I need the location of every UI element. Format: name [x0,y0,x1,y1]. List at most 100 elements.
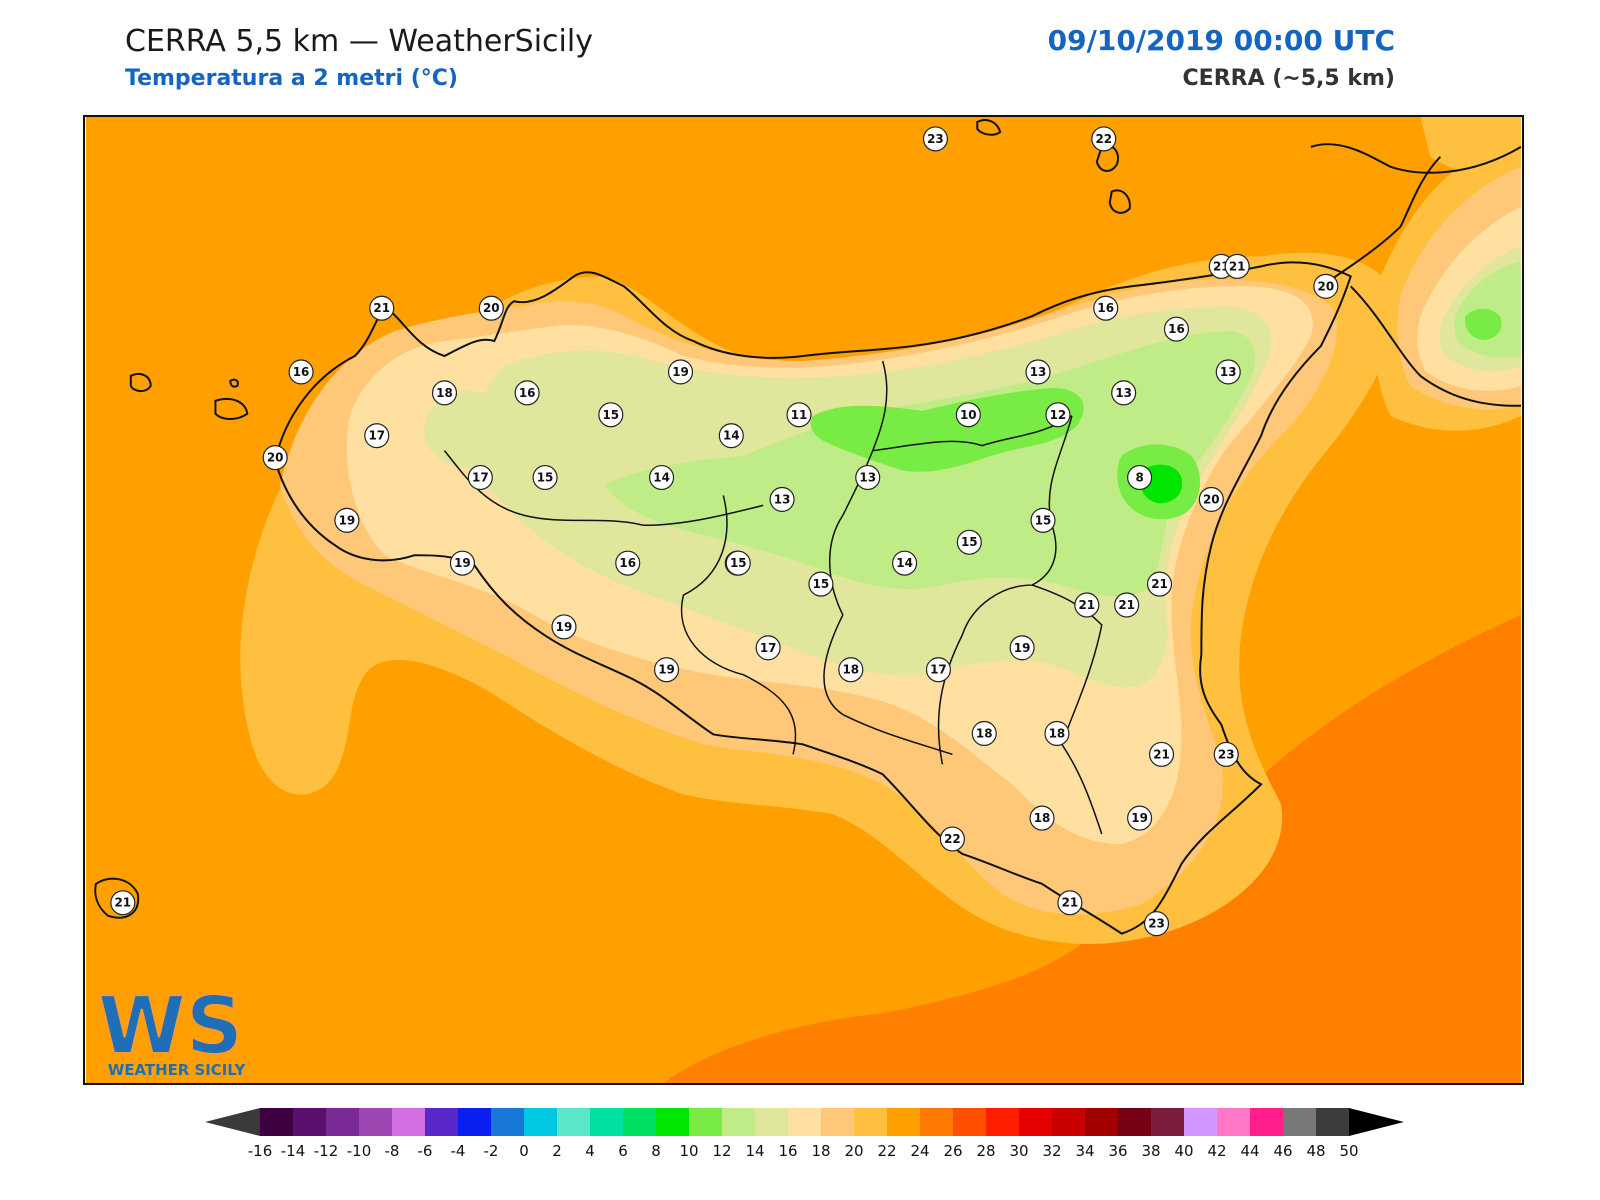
coastline [274,143,1522,935]
colorbar-swatch [623,1108,657,1136]
station-marker [649,464,675,491]
station-value: 21 [373,301,390,315]
station-marker [467,464,493,491]
colorbar-swatch [425,1108,459,1136]
station-marker [1127,464,1153,491]
station-value: 12 [1050,408,1067,422]
temp-band-10-12-ne [1464,308,1502,341]
station-marker [262,445,288,471]
station-value: 16 [1168,322,1185,336]
station-marker [1093,295,1119,321]
colorbar-under-arrow [205,1108,260,1136]
colorbar-swatch [689,1108,723,1136]
station-marker [667,359,694,385]
colorbar-swatch [656,1108,690,1136]
station-marker [1127,805,1153,831]
colorbar-tick-label: 4 [585,1142,595,1160]
station-value: 16 [619,556,636,570]
colorbar-over-arrow [1349,1108,1404,1136]
station-value: 19 [1014,641,1031,655]
colorbar-tick-label: 36 [1108,1142,1127,1160]
station-marker [892,550,918,576]
station-value: 15 [961,535,978,549]
colorbar-tick-label: -4 [451,1142,466,1160]
colorbar-tick-label: 30 [1009,1142,1028,1160]
station-marker [922,126,949,152]
station-marker [1057,890,1083,916]
station-marker [1163,316,1190,342]
station-value: 20 [483,301,500,315]
colorbar-tick-label: 6 [618,1142,628,1160]
station-marker [1215,359,1241,385]
colorbar-swatch [821,1108,855,1136]
colorbar-tick-label: 26 [943,1142,962,1160]
station-marker [1313,273,1339,299]
station-value: 20 [267,451,284,465]
colorbar-swatch [986,1108,1020,1136]
colorbar-tick-label: 40 [1174,1142,1193,1160]
colorbar-swatch [722,1108,756,1136]
temp-band-10-12 [810,387,1084,472]
station-value: 21 [1079,598,1096,612]
station-marker [1009,635,1035,661]
station-value: 17 [472,470,489,484]
temp-band-20-22-n [1420,117,1522,172]
colorbar-tick-label: 50 [1339,1142,1358,1160]
colorbar-tick-label: 14 [745,1142,764,1160]
province-borders [443,360,1103,835]
colorbar-tick-label: 24 [910,1142,929,1160]
station-marker [364,423,390,449]
colorbar-tick-label: 32 [1042,1142,1061,1160]
station-marker [838,657,864,683]
station-marker [1044,720,1070,746]
colorbar-tick-label: 22 [877,1142,896,1160]
colorbar-tick-label: 8 [651,1142,661,1160]
station-marker [449,550,475,576]
colorbar-swatch [590,1108,624,1136]
station-value: 14 [723,429,740,443]
station-marker [925,657,951,683]
colorbar-swatch [326,1108,360,1136]
station-marker [786,402,812,428]
map-title: CERRA 5,5 km — WeatherSicily [125,24,593,59]
station-value: 15 [537,470,554,484]
station-marker [532,464,558,491]
forecast-datetime: 09/10/2019 00:00 UTC [1047,24,1395,57]
station-marker [725,550,751,576]
colorbar-swatch [920,1108,954,1136]
station-value: 14 [896,556,913,570]
colorbar-swatch [392,1108,426,1136]
station-value: 17 [760,641,777,655]
colorbar-tick-label: -14 [281,1142,306,1160]
station-marker [1148,741,1175,767]
station-value: 23 [927,132,944,146]
station-value: 21 [1151,577,1168,591]
logo-name: WEATHER SICILY [108,1061,246,1079]
station-marker [769,486,795,512]
station-value: 18 [1034,811,1051,825]
station-marker [598,402,624,428]
station-value: 18 [976,726,993,740]
station-marker [1030,507,1056,533]
station-marker [718,423,744,449]
station-value: 15 [813,577,830,591]
station-value: 19 [1131,811,1148,825]
station-marker [1146,571,1173,597]
station-marker [755,635,781,661]
colorbar-swatch [755,1108,789,1136]
colorbar-swatch [1283,1108,1317,1136]
station-marker [855,464,881,491]
colorbar-tick-label: 46 [1273,1142,1292,1160]
station-value: 23 [1148,917,1165,931]
station-value: 22 [944,832,961,846]
colorbar-tick-label: -2 [484,1142,499,1160]
station-marker [615,550,641,576]
colorbar-swatch [293,1108,327,1136]
colorbar-swatch [458,1108,492,1136]
station-value: 19 [454,556,471,570]
colorbar-tick-label: 34 [1075,1142,1094,1160]
station-value: 21 [1118,598,1135,612]
station-marker [955,402,981,428]
station-value: 17 [930,663,947,677]
colorbar-tick-label: 18 [811,1142,830,1160]
